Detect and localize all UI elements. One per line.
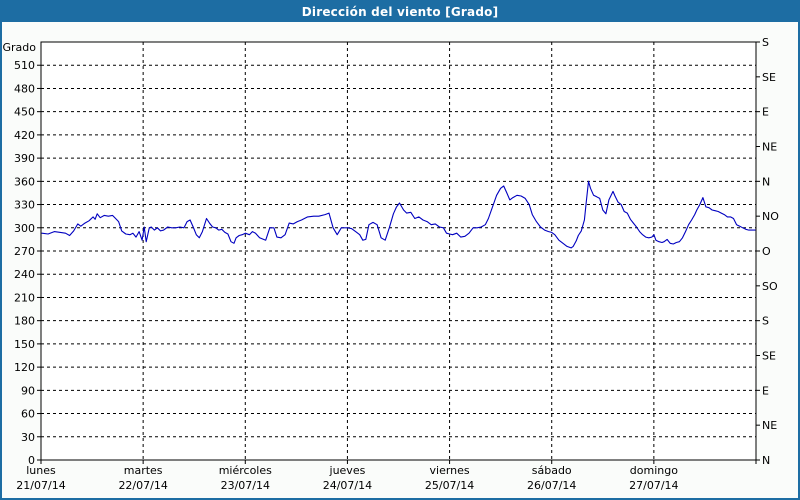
y-left-tick-label: 120	[14, 361, 35, 374]
x-day-date: 22/07/14	[118, 479, 167, 492]
x-day-name: miércoles	[219, 464, 272, 477]
y-right-tick-label: SO	[762, 280, 778, 293]
y-right-tick-label: NO	[762, 210, 779, 223]
y-right-tick-label: O	[762, 245, 771, 258]
chart-area: 0 30 60 90 120 150 180 210 240 270 300 330 360 390 420…	[2, 22, 798, 498]
y-left-tick-label: 480	[14, 82, 35, 95]
y-left-tick-label: 0	[28, 454, 35, 467]
y-left-tick-label: 90	[21, 384, 35, 397]
x-day-date: 27/07/14	[629, 479, 678, 492]
x-day-name: martes	[124, 464, 163, 477]
y-right-tick-label: SE	[762, 71, 776, 84]
x-day-name: viernes	[430, 464, 470, 477]
y-left-tick-label: 270	[14, 245, 35, 258]
y-right-tick-label: NE	[762, 419, 777, 432]
y-left-tick-label: 360	[14, 175, 35, 188]
y-left-tick-label: 510	[14, 59, 35, 72]
y-left-tick-label: 450	[14, 106, 35, 119]
x-day-date: 21/07/14	[16, 479, 65, 492]
x-day-name: lunes	[26, 464, 56, 477]
window-titlebar: Dirección del viento [Grado]	[2, 2, 798, 22]
y-right-tick-label: SE	[762, 350, 776, 363]
y-right-tick-label: E	[762, 106, 769, 119]
x-day-date: 24/07/14	[323, 479, 372, 492]
y-left-tick-label: 330	[14, 199, 35, 212]
y-right-tick-label: S	[762, 315, 769, 328]
window-title: Dirección del viento [Grado]	[301, 5, 499, 19]
x-day-name: sábado	[532, 464, 572, 477]
wind-direction-chart: 0 30 60 90 120 150 180 210 240 270 300 330 360 390 420…	[3, 36, 780, 492]
y-right-tick-label: S	[762, 36, 769, 49]
y-left-tick-label: 300	[14, 222, 35, 235]
y-left-tick-label: 30	[21, 431, 35, 444]
x-day-date: 23/07/14	[221, 479, 270, 492]
y-axis-left-title: Grado	[3, 41, 37, 54]
x-day-date: 25/07/14	[425, 479, 474, 492]
x-day-name: domingo	[630, 464, 678, 477]
y-left-tick-label: 60	[21, 408, 35, 421]
y-left-tick-label: 420	[14, 129, 35, 142]
y-left-tick-label: 390	[14, 152, 35, 165]
y-left-tick-label: 150	[14, 338, 35, 351]
y-left-tick-label: 210	[14, 291, 35, 304]
y-right-tick-label: NE	[762, 141, 777, 154]
x-day-name: jueves	[329, 464, 366, 477]
y-right-tick-label: N	[762, 175, 770, 188]
wind-direction-series	[41, 180, 756, 249]
y-right-tick-label: E	[762, 384, 769, 397]
y-left-tick-label: 240	[14, 268, 35, 281]
y-left-tick-label: 180	[14, 315, 35, 328]
x-day-date: 26/07/14	[527, 479, 576, 492]
y-right-tick-label: N	[762, 454, 770, 467]
